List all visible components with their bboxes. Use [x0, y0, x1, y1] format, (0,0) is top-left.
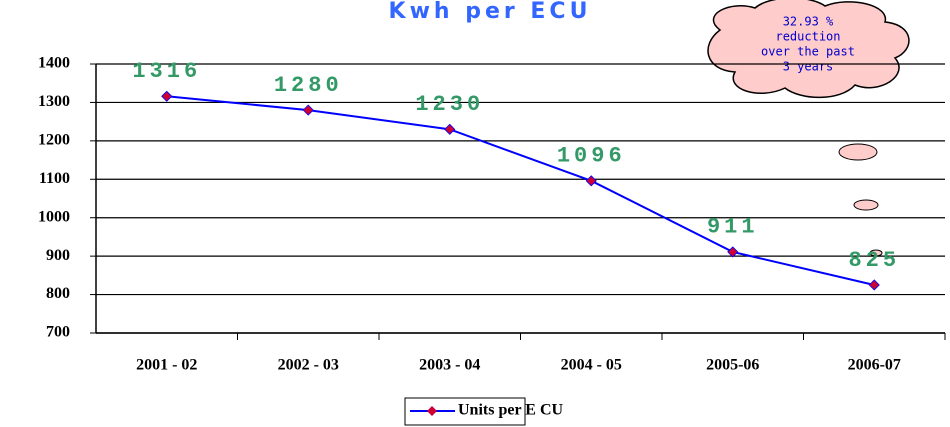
data-label: 911	[707, 215, 759, 240]
y-tick-label: 900	[46, 247, 70, 264]
y-tick-label: 1100	[39, 170, 70, 187]
x-tick-label: 2003 - 04	[419, 357, 480, 374]
y-tick-label: 700	[46, 324, 70, 341]
y-tick-label: 800	[46, 285, 70, 302]
data-label: 1316	[132, 59, 201, 84]
x-tick-label: 2001 - 02	[136, 357, 197, 374]
x-tick-label: 2005-06	[706, 357, 759, 374]
point	[445, 124, 455, 134]
y-tick-label: 1200	[38, 132, 70, 149]
data-label: 1230	[415, 92, 484, 117]
point	[162, 91, 172, 101]
annotation: 32.93 %	[783, 15, 834, 29]
annotation: over the past	[761, 45, 855, 59]
x-tick-label: 2004 - 05	[561, 357, 622, 374]
x-tick-label: 2002 - 03	[278, 357, 339, 374]
chart: Kwh per ECU 32.93 % reduction over the p…	[0, 0, 950, 427]
annotation: reduction	[775, 30, 840, 44]
chart-title: Kwh per ECU	[389, 0, 592, 24]
point	[586, 176, 596, 186]
y-tick-label: 1300	[38, 93, 70, 110]
legend-label: Units per E CU	[458, 402, 563, 419]
data-label: 1280	[274, 73, 343, 98]
annotation: 3 years	[783, 60, 834, 74]
point	[728, 247, 738, 257]
callout-bubble	[839, 144, 877, 160]
y-tick-label: 1400	[38, 55, 70, 72]
x-tick-label: 2006-07	[848, 357, 901, 374]
y-tick-label: 1000	[38, 208, 70, 225]
data-label: 825	[848, 248, 900, 273]
data-label: 1096	[557, 144, 626, 169]
point	[303, 105, 313, 115]
point	[869, 280, 879, 290]
callout-bubble	[854, 200, 878, 210]
